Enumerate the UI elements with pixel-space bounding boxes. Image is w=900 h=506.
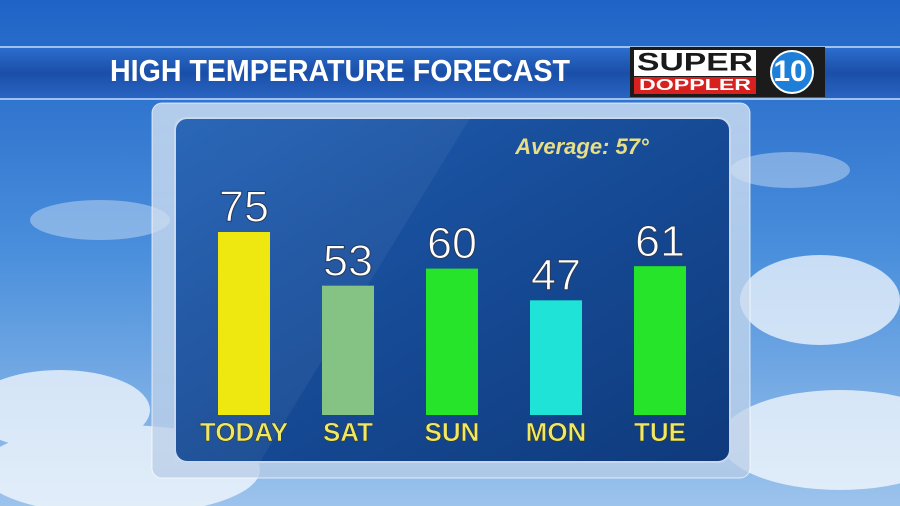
title: HIGH TEMPERATURE FORECAST	[110, 53, 570, 88]
category-label: TUE	[634, 417, 686, 447]
category-label: TODAY	[200, 417, 288, 447]
average-annotation: Average: 57°	[514, 134, 649, 159]
logo-doppler: DOPPLER	[639, 77, 752, 94]
value-label: 47	[531, 251, 581, 300]
bar	[634, 266, 686, 415]
category-label: MON	[526, 417, 587, 447]
logo-number: 10	[773, 55, 806, 88]
value-label: 75	[219, 183, 269, 232]
category-label: SUN	[425, 417, 480, 447]
bar	[218, 232, 270, 415]
value-label: 61	[635, 217, 685, 266]
logo: SUPER DOPPLER 10	[630, 47, 825, 97]
bar	[530, 300, 582, 415]
category-label: SAT	[323, 417, 373, 447]
bar	[322, 285, 374, 415]
value-label: 53	[323, 236, 373, 285]
title-bar-edge	[0, 46, 900, 48]
bar	[426, 268, 478, 415]
logo-super: SUPER	[637, 49, 753, 77]
title-bar-edge	[0, 98, 900, 100]
value-label: 60	[427, 219, 477, 268]
